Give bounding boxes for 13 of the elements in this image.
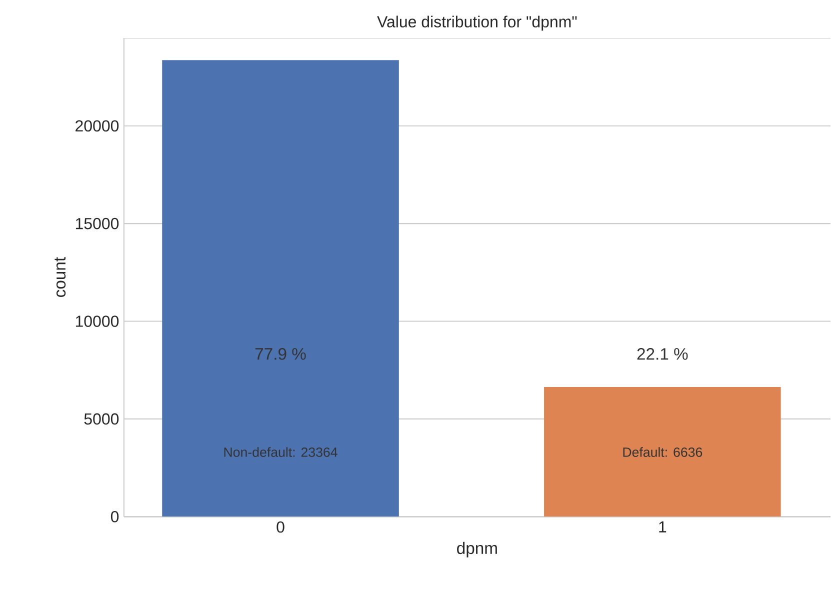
- x-tick-label: 1: [659, 522, 666, 533]
- y-tick-label: 5000: [84, 414, 119, 425]
- y-tick-label: 10000: [76, 316, 119, 328]
- annotation: 77.9 %: [255, 348, 306, 360]
- annotation: Non-default: 23364: [224, 447, 338, 458]
- chart-title: Value distribution for "dpnm": [377, 16, 577, 31]
- y-tick-label: 15000: [76, 218, 119, 230]
- y-tick-label: 0: [110, 511, 119, 522]
- y-axis-title: count: [54, 257, 66, 298]
- annotation: Default: 6636: [623, 447, 702, 458]
- annotation: 22.1 %: [637, 348, 688, 360]
- y-tick-label: 20000: [76, 120, 119, 132]
- x-axis-title: dpnm: [457, 542, 497, 558]
